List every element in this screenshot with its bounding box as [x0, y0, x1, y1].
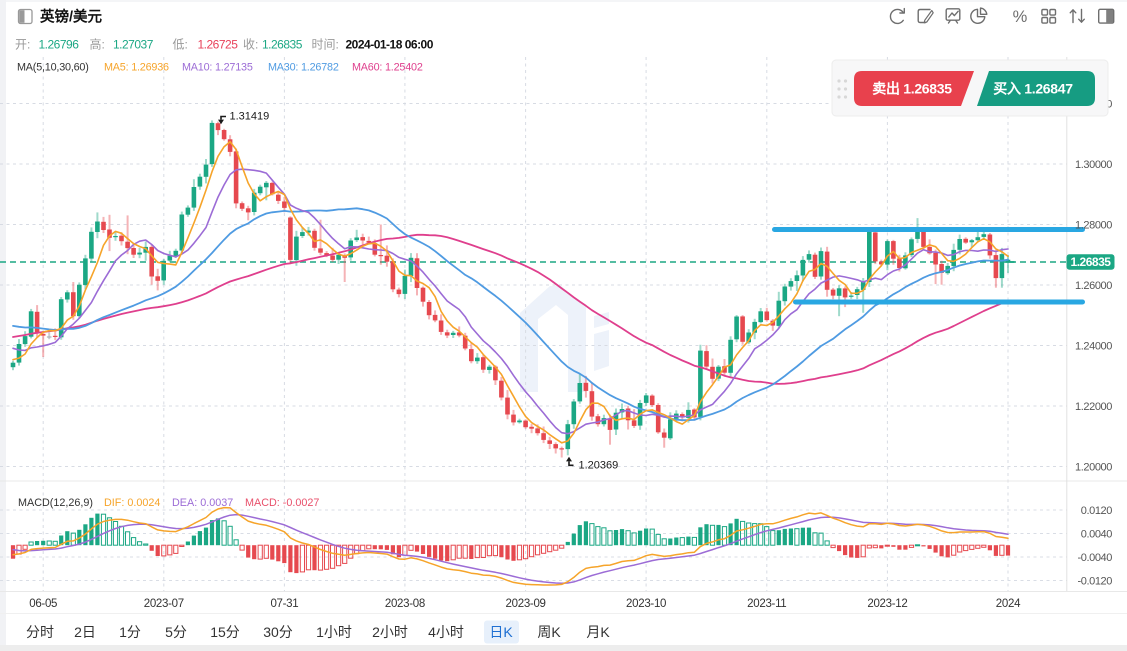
svg-text:1.26796: 1.26796: [39, 38, 80, 52]
svg-text:4小时: 4小时: [428, 624, 464, 640]
svg-text:1.20000: 1.20000: [1075, 462, 1112, 474]
svg-text:2日: 2日: [74, 624, 96, 640]
svg-text:MA30: 1.26782: MA30: 1.26782: [268, 62, 339, 74]
svg-text:MA10: 1.27135: MA10: 1.27135: [182, 62, 253, 74]
svg-text:高:: 高:: [90, 37, 105, 52]
svg-text:卖出 1.26835: 卖出 1.26835: [872, 81, 952, 97]
svg-text:月K: 月K: [586, 624, 610, 640]
svg-text:低:: 低:: [173, 38, 188, 52]
svg-text:时间:: 时间:: [312, 38, 339, 52]
svg-text:DIF: 0.0024: DIF: 0.0024: [104, 497, 160, 509]
svg-text:2023-07: 2023-07: [144, 598, 184, 610]
svg-text:收:: 收:: [243, 38, 258, 52]
svg-text:2024: 2024: [996, 598, 1021, 610]
svg-text:1.26725: 1.26725: [198, 38, 239, 52]
svg-text:0.0040: 0.0040: [1081, 529, 1113, 541]
svg-text:15分: 15分: [210, 624, 240, 640]
svg-text:-0.0040: -0.0040: [1077, 552, 1112, 564]
svg-text:2023-10: 2023-10: [626, 598, 666, 610]
svg-text:买入 1.26847: 买入 1.26847: [993, 81, 1073, 97]
svg-text:周K: 周K: [537, 624, 561, 640]
svg-text:1.24000: 1.24000: [1075, 341, 1112, 353]
svg-text:1.27037: 1.27037: [113, 38, 154, 52]
svg-text:开:: 开:: [15, 38, 30, 52]
svg-text:2023-09: 2023-09: [506, 598, 546, 610]
svg-text:2024-01-18 06:00: 2024-01-18 06:00: [346, 38, 434, 52]
svg-text:%: %: [1013, 8, 1028, 26]
svg-text:2023-12: 2023-12: [867, 598, 907, 610]
svg-text:1.22000: 1.22000: [1075, 401, 1112, 413]
svg-text:2023-08: 2023-08: [385, 598, 425, 610]
svg-text:-0.0120: -0.0120: [1077, 576, 1112, 588]
svg-text:MACD: -0.0027: MACD: -0.0027: [245, 497, 319, 509]
svg-text:0.0120: 0.0120: [1081, 505, 1113, 517]
svg-text:DEA: 0.0037: DEA: 0.0037: [172, 497, 233, 509]
svg-text:MA5: 1.26936: MA5: 1.26936: [104, 62, 169, 74]
svg-text:分时: 分时: [26, 624, 54, 640]
svg-text:1分: 1分: [119, 624, 141, 640]
svg-text:1.26000: 1.26000: [1075, 280, 1112, 292]
svg-text:1.30000: 1.30000: [1075, 159, 1112, 171]
svg-text:MA(5,10,30,60): MA(5,10,30,60): [17, 62, 89, 74]
svg-text:2小时: 2小时: [372, 624, 408, 640]
svg-text:2023-11: 2023-11: [747, 598, 786, 610]
svg-text:1.31419: 1.31419: [230, 111, 270, 123]
svg-text:07-31: 07-31: [270, 598, 298, 610]
svg-text:1.20369: 1.20369: [579, 460, 619, 472]
svg-text:1小时: 1小时: [316, 624, 352, 640]
svg-text:MACD(12,26,9): MACD(12,26,9): [18, 497, 93, 509]
svg-text:1.28000: 1.28000: [1075, 220, 1112, 232]
svg-text:30分: 30分: [263, 624, 293, 640]
svg-text:英镑/美元: 英镑/美元: [40, 8, 103, 26]
svg-text:MA60: 1.25402: MA60: 1.25402: [352, 62, 423, 74]
svg-text:日K: 日K: [489, 624, 513, 640]
svg-text:06-05: 06-05: [29, 598, 57, 610]
svg-text:5分: 5分: [165, 624, 187, 640]
svg-text:1.26835: 1.26835: [262, 38, 303, 52]
svg-text:1.26835: 1.26835: [1071, 255, 1112, 269]
